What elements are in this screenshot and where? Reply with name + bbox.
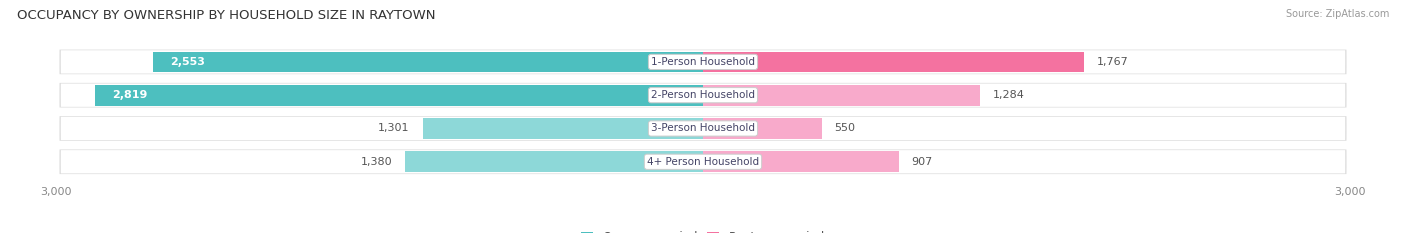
FancyBboxPatch shape	[59, 149, 1347, 174]
Text: 2,819: 2,819	[112, 90, 148, 100]
Bar	[703, 118, 821, 139]
Text: 2-Person Household: 2-Person Household	[651, 90, 755, 100]
FancyBboxPatch shape	[59, 116, 1347, 141]
Text: 3-Person Household: 3-Person Household	[651, 123, 755, 134]
Text: Source: ZipAtlas.com: Source: ZipAtlas.com	[1285, 9, 1389, 19]
Bar	[405, 151, 703, 172]
Bar	[96, 85, 703, 106]
Bar	[703, 51, 1084, 72]
Bar	[703, 85, 980, 106]
Bar	[703, 151, 898, 172]
Text: 1,380: 1,380	[361, 157, 392, 167]
Text: 1,767: 1,767	[1097, 57, 1129, 67]
FancyBboxPatch shape	[59, 50, 1347, 74]
Text: 907: 907	[911, 157, 932, 167]
Bar	[423, 118, 703, 139]
Text: 1-Person Household: 1-Person Household	[651, 57, 755, 67]
Text: 4+ Person Household: 4+ Person Household	[647, 157, 759, 167]
FancyBboxPatch shape	[60, 117, 1346, 140]
FancyBboxPatch shape	[60, 50, 1346, 74]
FancyBboxPatch shape	[60, 84, 1346, 107]
FancyBboxPatch shape	[60, 150, 1346, 173]
Legend: Owner-occupied, Renter-occupied: Owner-occupied, Renter-occupied	[576, 226, 830, 233]
Text: 2,553: 2,553	[170, 57, 205, 67]
Text: 1,284: 1,284	[993, 90, 1025, 100]
Text: 550: 550	[835, 123, 855, 134]
Bar	[153, 51, 703, 72]
Text: 1,301: 1,301	[378, 123, 409, 134]
Text: OCCUPANCY BY OWNERSHIP BY HOUSEHOLD SIZE IN RAYTOWN: OCCUPANCY BY OWNERSHIP BY HOUSEHOLD SIZE…	[17, 9, 436, 22]
FancyBboxPatch shape	[59, 83, 1347, 107]
